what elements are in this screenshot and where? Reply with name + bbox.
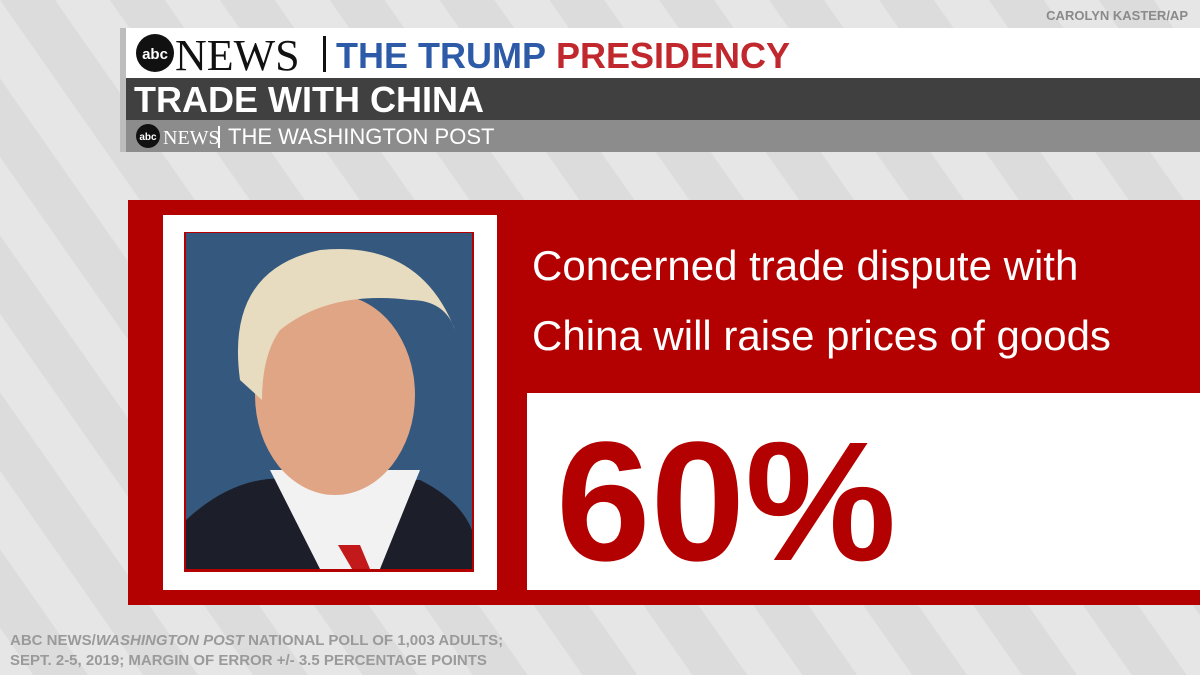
news-brand-small: NEWS bbox=[163, 127, 220, 149]
stat-value: 60% bbox=[556, 407, 896, 597]
source-bar bbox=[126, 120, 1200, 152]
divider bbox=[323, 36, 326, 72]
footnote-prefix: ABC NEWS/ bbox=[10, 632, 97, 649]
footnote-suffix: NATIONAL POLL OF 1,003 ADULTS; bbox=[244, 632, 503, 649]
topic: TRADE WITH CHINA bbox=[134, 79, 484, 120]
header-title: THE TRUMP PRESIDENCY bbox=[336, 35, 790, 76]
news-brand: NEWS bbox=[175, 31, 300, 80]
footnote-italic: WASHINGTON POST bbox=[96, 632, 246, 649]
topic-bar bbox=[126, 78, 1200, 120]
header-bar bbox=[126, 28, 1200, 78]
abc-logo bbox=[136, 34, 174, 72]
partner: THE WASHINGTON POST bbox=[228, 124, 494, 149]
abc-logo-text: abc bbox=[142, 46, 168, 63]
title-part1: THE TRUMP bbox=[336, 35, 546, 76]
photo bbox=[186, 233, 472, 569]
footnote-line-2: SEPT. 2-5, 2019; MARGIN OF ERROR +/- 3.5… bbox=[10, 652, 487, 669]
abc-logo-small-text: abc bbox=[139, 132, 157, 143]
footnote-line-1: ABC NEWS/WASHINGTON POST NATIONAL POLL O… bbox=[10, 632, 503, 649]
divider-small bbox=[218, 126, 220, 148]
stat-box bbox=[527, 393, 1200, 590]
abc-logo-small bbox=[136, 124, 160, 148]
statement-line-1: Concerned trade dispute with bbox=[532, 242, 1078, 289]
photo-credit: CAROLYN KASTER/AP bbox=[1046, 8, 1188, 23]
title-part2: PRESIDENCY bbox=[556, 35, 790, 76]
statement-line-2: China will raise prices of goods bbox=[532, 312, 1111, 359]
